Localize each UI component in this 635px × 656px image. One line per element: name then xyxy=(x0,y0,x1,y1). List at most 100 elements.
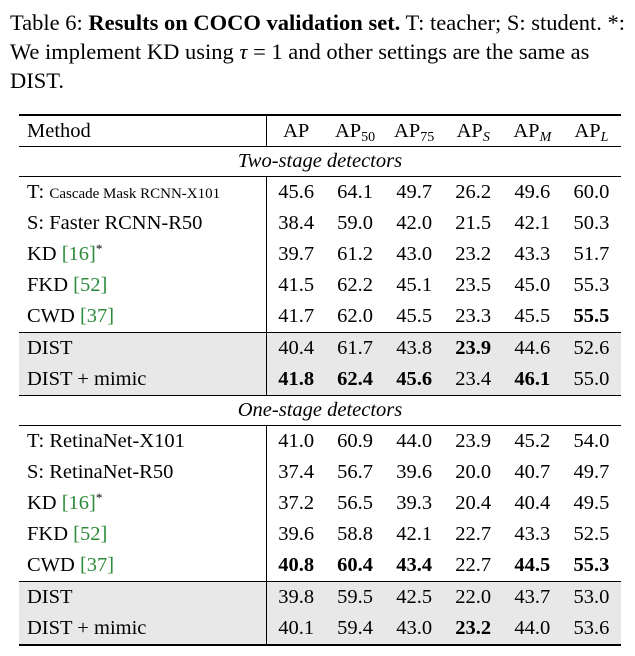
caption-title: Results on COCO validation set. xyxy=(88,10,401,35)
method-name: CWD xyxy=(27,305,80,327)
value-cell: 45.5 xyxy=(396,305,433,327)
table-row: DIST + mimic 41.8 62.4 45.6 23.4 46.1 55.0 xyxy=(19,364,621,396)
value-cell: 23.2 xyxy=(443,613,503,646)
value-cell: 53.6 xyxy=(561,613,621,646)
value-cell: 42.1 xyxy=(396,523,433,545)
header-method: Method xyxy=(19,114,267,147)
method-cell: FKD [52] xyxy=(19,270,266,301)
method-name: FKD xyxy=(27,274,74,296)
value-cell: 42.5 xyxy=(384,581,444,613)
value-cell: 49.6 xyxy=(514,181,551,203)
value-cell: 37.2 xyxy=(265,488,326,519)
method-cell: T: RetinaNet-X101 xyxy=(19,426,266,458)
citation-link[interactable]: [16] xyxy=(61,492,96,514)
header-ap75: AP75 xyxy=(384,114,444,147)
value-cell: 45.6 xyxy=(265,176,326,208)
value-cell: 51.7 xyxy=(573,243,610,265)
value-cell: 61.7 xyxy=(325,332,385,364)
value-cell: 49.5 xyxy=(573,492,610,514)
table-row: T: RetinaNet-X101 41.0 60.9 44.0 23.9 45.2 54.… xyxy=(19,425,621,458)
value-cell: 55.3 xyxy=(573,274,610,296)
citation-link[interactable]: [16] xyxy=(61,243,96,265)
table-caption: Table 6: Results on COCO validation set.… xyxy=(10,8,628,95)
method-cell: T: Cascade Mask RCNN-X101 xyxy=(19,177,266,209)
value-cell: 43.3 xyxy=(514,523,551,545)
value-cell: 37.4 xyxy=(265,457,326,488)
method-name: S: Faster RCNN-R50 xyxy=(27,212,203,234)
value-cell: 42.0 xyxy=(396,212,433,234)
method-name: T: RetinaNet-X101 xyxy=(27,430,185,452)
value-cell: 43.0 xyxy=(396,243,433,265)
header-ap: AP xyxy=(265,114,326,147)
section-one-stage: One-stage detectors xyxy=(19,395,621,426)
value-cell: 42.1 xyxy=(514,212,551,234)
method-name: KD xyxy=(27,492,62,514)
value-cell: 59.5 xyxy=(325,581,385,613)
asterisk-marker: * xyxy=(95,490,103,505)
method-cell: S: Faster RCNN-R50 xyxy=(19,208,266,239)
method-cell: KD [16]* xyxy=(19,488,266,519)
method-cell: FKD [52] xyxy=(19,519,266,550)
value-cell: 53.0 xyxy=(561,581,621,613)
value-cell: 41.7 xyxy=(265,301,326,333)
method-name: DIST xyxy=(27,337,73,359)
value-cell: 44.6 xyxy=(502,332,562,364)
value-cell: 44.5 xyxy=(514,554,551,576)
value-cell: 23.9 xyxy=(455,430,492,452)
header-ap50: AP50 xyxy=(325,114,385,147)
value-cell: 41.8 xyxy=(265,364,326,396)
value-cell: 26.2 xyxy=(455,181,492,203)
table-row: DIST + mimic 40.1 59.4 43.0 23.2 44.0 53.6 xyxy=(19,613,621,646)
citation-link[interactable]: [37] xyxy=(79,305,115,327)
header-apl: APL xyxy=(561,114,621,147)
value-cell: 39.6 xyxy=(396,461,433,483)
method-name: Cascade Mask RCNN-X101 xyxy=(49,186,221,202)
table-row: FKD [52] 41.5 62.2 45.1 23.5 45.0 55.3 xyxy=(19,270,621,301)
method-cell: DIST + mimic xyxy=(19,364,267,396)
value-cell: 60.4 xyxy=(337,554,373,576)
value-cell: 39.8 xyxy=(265,581,326,613)
header-apm: APM xyxy=(502,114,562,147)
value-cell: 41.0 xyxy=(265,425,326,457)
value-cell: 43.7 xyxy=(502,581,562,613)
value-cell: 55.3 xyxy=(573,554,610,576)
value-cell: 23.4 xyxy=(443,364,503,396)
value-cell: 43.3 xyxy=(514,243,551,265)
value-cell: 62.4 xyxy=(325,364,385,396)
value-cell: 45.2 xyxy=(514,430,551,452)
value-cell: 23.3 xyxy=(455,305,492,327)
method-cell: DIST xyxy=(19,332,267,364)
value-cell: 20.0 xyxy=(455,461,492,483)
results-table-wrap: Method AP AP50 AP75 APS APM APL Two-stag… xyxy=(19,114,621,646)
table-row: CWD [37] 41.7 62.0 45.5 23.3 45.5 55.5 xyxy=(19,301,621,333)
method-name: DIST + mimic xyxy=(27,617,147,639)
value-cell: 49.7 xyxy=(573,461,610,483)
citation-link[interactable]: [37] xyxy=(79,554,115,576)
value-cell: 45.1 xyxy=(396,274,433,296)
caption-tau: τ xyxy=(239,39,248,64)
asterisk-marker: * xyxy=(95,241,103,256)
table-row: T: Cascade Mask RCNN-X101 45.6 64.1 49.7 26.… xyxy=(19,176,621,209)
value-cell: 56.7 xyxy=(337,461,373,483)
value-cell: 22.0 xyxy=(443,581,503,613)
method-name: DIST xyxy=(27,586,73,608)
method-cell: KD [16]* xyxy=(19,239,266,270)
value-cell: 61.2 xyxy=(337,243,373,265)
value-cell: 20.4 xyxy=(455,492,492,514)
table-row: KD [16]* 39.7 61.2 43.0 23.2 43.3 51.7 xyxy=(19,239,621,270)
method-cell: DIST + mimic xyxy=(19,613,267,646)
method-cell: CWD [37] xyxy=(19,301,266,333)
value-cell: 39.7 xyxy=(265,239,326,270)
citation-link[interactable]: [52] xyxy=(73,274,108,296)
value-cell: 59.4 xyxy=(325,613,385,646)
method-name: DIST + mimic xyxy=(27,368,147,390)
table-row: S: RetinaNet-R50 37.4 56.7 39.6 20.0 40.7 49.7 xyxy=(19,457,621,488)
citation-link[interactable]: [52] xyxy=(73,523,108,545)
table-row: FKD [52] 39.6 58.8 42.1 22.7 43.3 52.5 xyxy=(19,519,621,550)
value-cell: 46.1 xyxy=(502,364,562,396)
value-cell: 39.6 xyxy=(265,519,326,550)
value-cell: 40.8 xyxy=(265,550,326,582)
value-cell: 49.7 xyxy=(396,181,433,203)
value-cell: 41.5 xyxy=(265,270,326,301)
value-cell: 64.1 xyxy=(337,181,373,203)
